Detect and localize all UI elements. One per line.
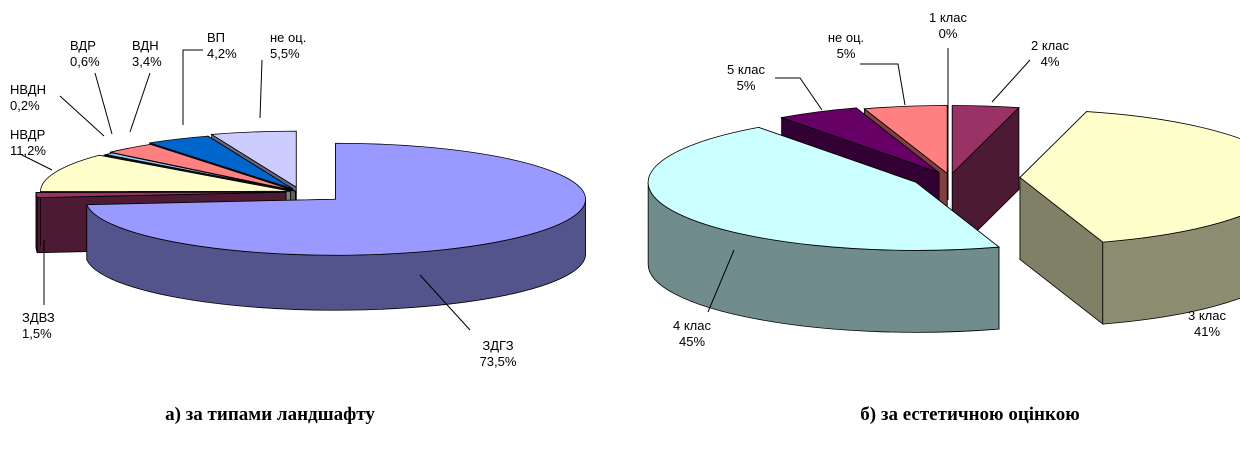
landscape-label-vdn: ВДН bbox=[132, 38, 159, 53]
landscape-label-nvdn-value: 0,2% bbox=[10, 98, 40, 113]
landscape-label-vdn-leader bbox=[129, 72, 151, 133]
landscape-label-vdr: ВДР bbox=[70, 38, 96, 53]
aesthetic-label-1-klas-value: 0% bbox=[939, 26, 958, 41]
aesthetic-label-5-klas-leader bbox=[775, 77, 823, 111]
aesthetic-label-5-klas: 5 клас bbox=[727, 62, 765, 77]
aesthetic-label-3-klas-value: 41% bbox=[1194, 324, 1220, 339]
landscape-label-zdhz-value: 73,5% bbox=[480, 354, 517, 369]
landscape-slice-zdhz bbox=[86, 142, 586, 256]
aesthetic-slice-2-klas bbox=[951, 105, 1020, 175]
landscape-slice-nvdr bbox=[40, 154, 291, 192]
landscape-slice-zdvz bbox=[35, 191, 287, 199]
landscape-label-vdr-value: 0,6% bbox=[70, 54, 100, 69]
chart-title-aesthetic: б) за естетичною оцінкою bbox=[860, 404, 1080, 425]
landscape-slice-vdn bbox=[110, 143, 294, 191]
aesthetic-slice-3-klas bbox=[1019, 111, 1240, 243]
aesthetic-slice-5-klas bbox=[780, 107, 940, 173]
landscape-label-vp: ВП bbox=[207, 30, 225, 45]
chart-title-landscape: а) за типами ландшафту bbox=[165, 404, 375, 425]
landscape-label-ne-ots-value: 5,5% bbox=[270, 46, 300, 61]
aesthetic-label-ne-ots-value: 5% bbox=[837, 46, 856, 61]
landscape-label-nvdn-leader bbox=[59, 95, 105, 137]
aesthetic-label-3-klas: 3 клас bbox=[1188, 308, 1226, 323]
landscape-label-nvdn: НВДН bbox=[10, 82, 46, 97]
landscape-label-nvdr-leader bbox=[21, 154, 53, 171]
landscape-label-nvdr-value: 11,2% bbox=[10, 143, 46, 158]
aesthetic-label-1-klas: 1 клас bbox=[929, 10, 967, 25]
aesthetic-label-5-klas-value: 5% bbox=[737, 78, 756, 93]
landscape-label-zdvz-value: 1,5% bbox=[22, 326, 52, 341]
aesthetic-label-2-klas-value: 4% bbox=[1041, 54, 1060, 69]
landscape-label-zdvz: ЗДВЗ bbox=[22, 310, 55, 325]
landscape-label-zdhz: ЗДГЗ bbox=[482, 338, 513, 353]
landscape-slice-vp bbox=[149, 135, 293, 190]
aesthetic-label-ne-ots: не оц. bbox=[828, 30, 864, 45]
landscape-label-vdn-value: 3,4% bbox=[132, 54, 162, 69]
landscape-label-nvdr: НВДР bbox=[10, 127, 45, 142]
aesthetic-slice-4-klas bbox=[647, 126, 1001, 251]
landscape-label-zdhz-leader bbox=[419, 274, 471, 331]
aesthetic-label-4-klas-leader bbox=[707, 249, 735, 313]
aesthetic-label-4-klas-value: 45% bbox=[679, 334, 705, 349]
aesthetic-label-2-klas: 2 клас bbox=[1031, 38, 1069, 53]
aesthetic-label-ne-ots-leader bbox=[860, 63, 906, 106]
aesthetic-label-2-klas-leader bbox=[991, 59, 1031, 103]
aesthetic-label-4-klas: 4 клас bbox=[673, 318, 711, 333]
aesthetic-slice-ne-ots bbox=[863, 105, 948, 175]
landscape-label-vp-leader bbox=[182, 49, 203, 125]
landscape-label-vdr-leader bbox=[94, 72, 113, 135]
landscape-slice-ne-ots bbox=[210, 130, 297, 188]
landscape-label-ne-ots: не оц. bbox=[270, 30, 306, 45]
landscape-label-ne-ots-leader bbox=[259, 59, 263, 119]
landscape-label-vp-value: 4,2% bbox=[207, 46, 237, 61]
